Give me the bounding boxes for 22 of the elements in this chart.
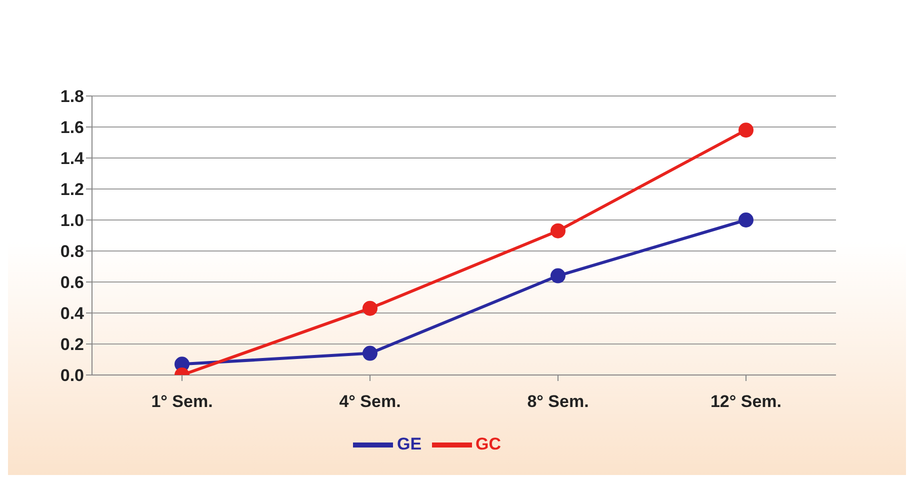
y-tick-label: 0.4	[60, 304, 85, 324]
y-tick-label: 1.4	[60, 149, 85, 168]
x-tick-label: 4° Sem.	[339, 392, 401, 412]
point	[550, 268, 566, 284]
legend-label: GE	[396, 434, 422, 454]
y-tick-label: 1.8	[60, 87, 84, 106]
y-tick-label: 1.0	[60, 211, 84, 230]
y-tick-label: 1.2	[60, 180, 84, 200]
point	[362, 300, 378, 316]
y-tick-label: 0.2	[60, 335, 84, 354]
legend-label: GC	[476, 434, 502, 454]
y-tick-label: 0.0	[60, 366, 84, 386]
x-tick-label: 1° Sem.	[151, 392, 213, 412]
point	[738, 212, 754, 228]
point	[550, 223, 566, 238]
point	[738, 122, 754, 138]
y-tick-label: 1.6	[60, 118, 84, 138]
y-tick-label: 0.6	[60, 273, 84, 292]
point	[362, 346, 378, 361]
x-tick-label: 8° Sem.	[527, 392, 589, 412]
y-tick-label: 0.8	[60, 242, 84, 262]
x-tick-label: 12° Sem.	[710, 392, 782, 412]
